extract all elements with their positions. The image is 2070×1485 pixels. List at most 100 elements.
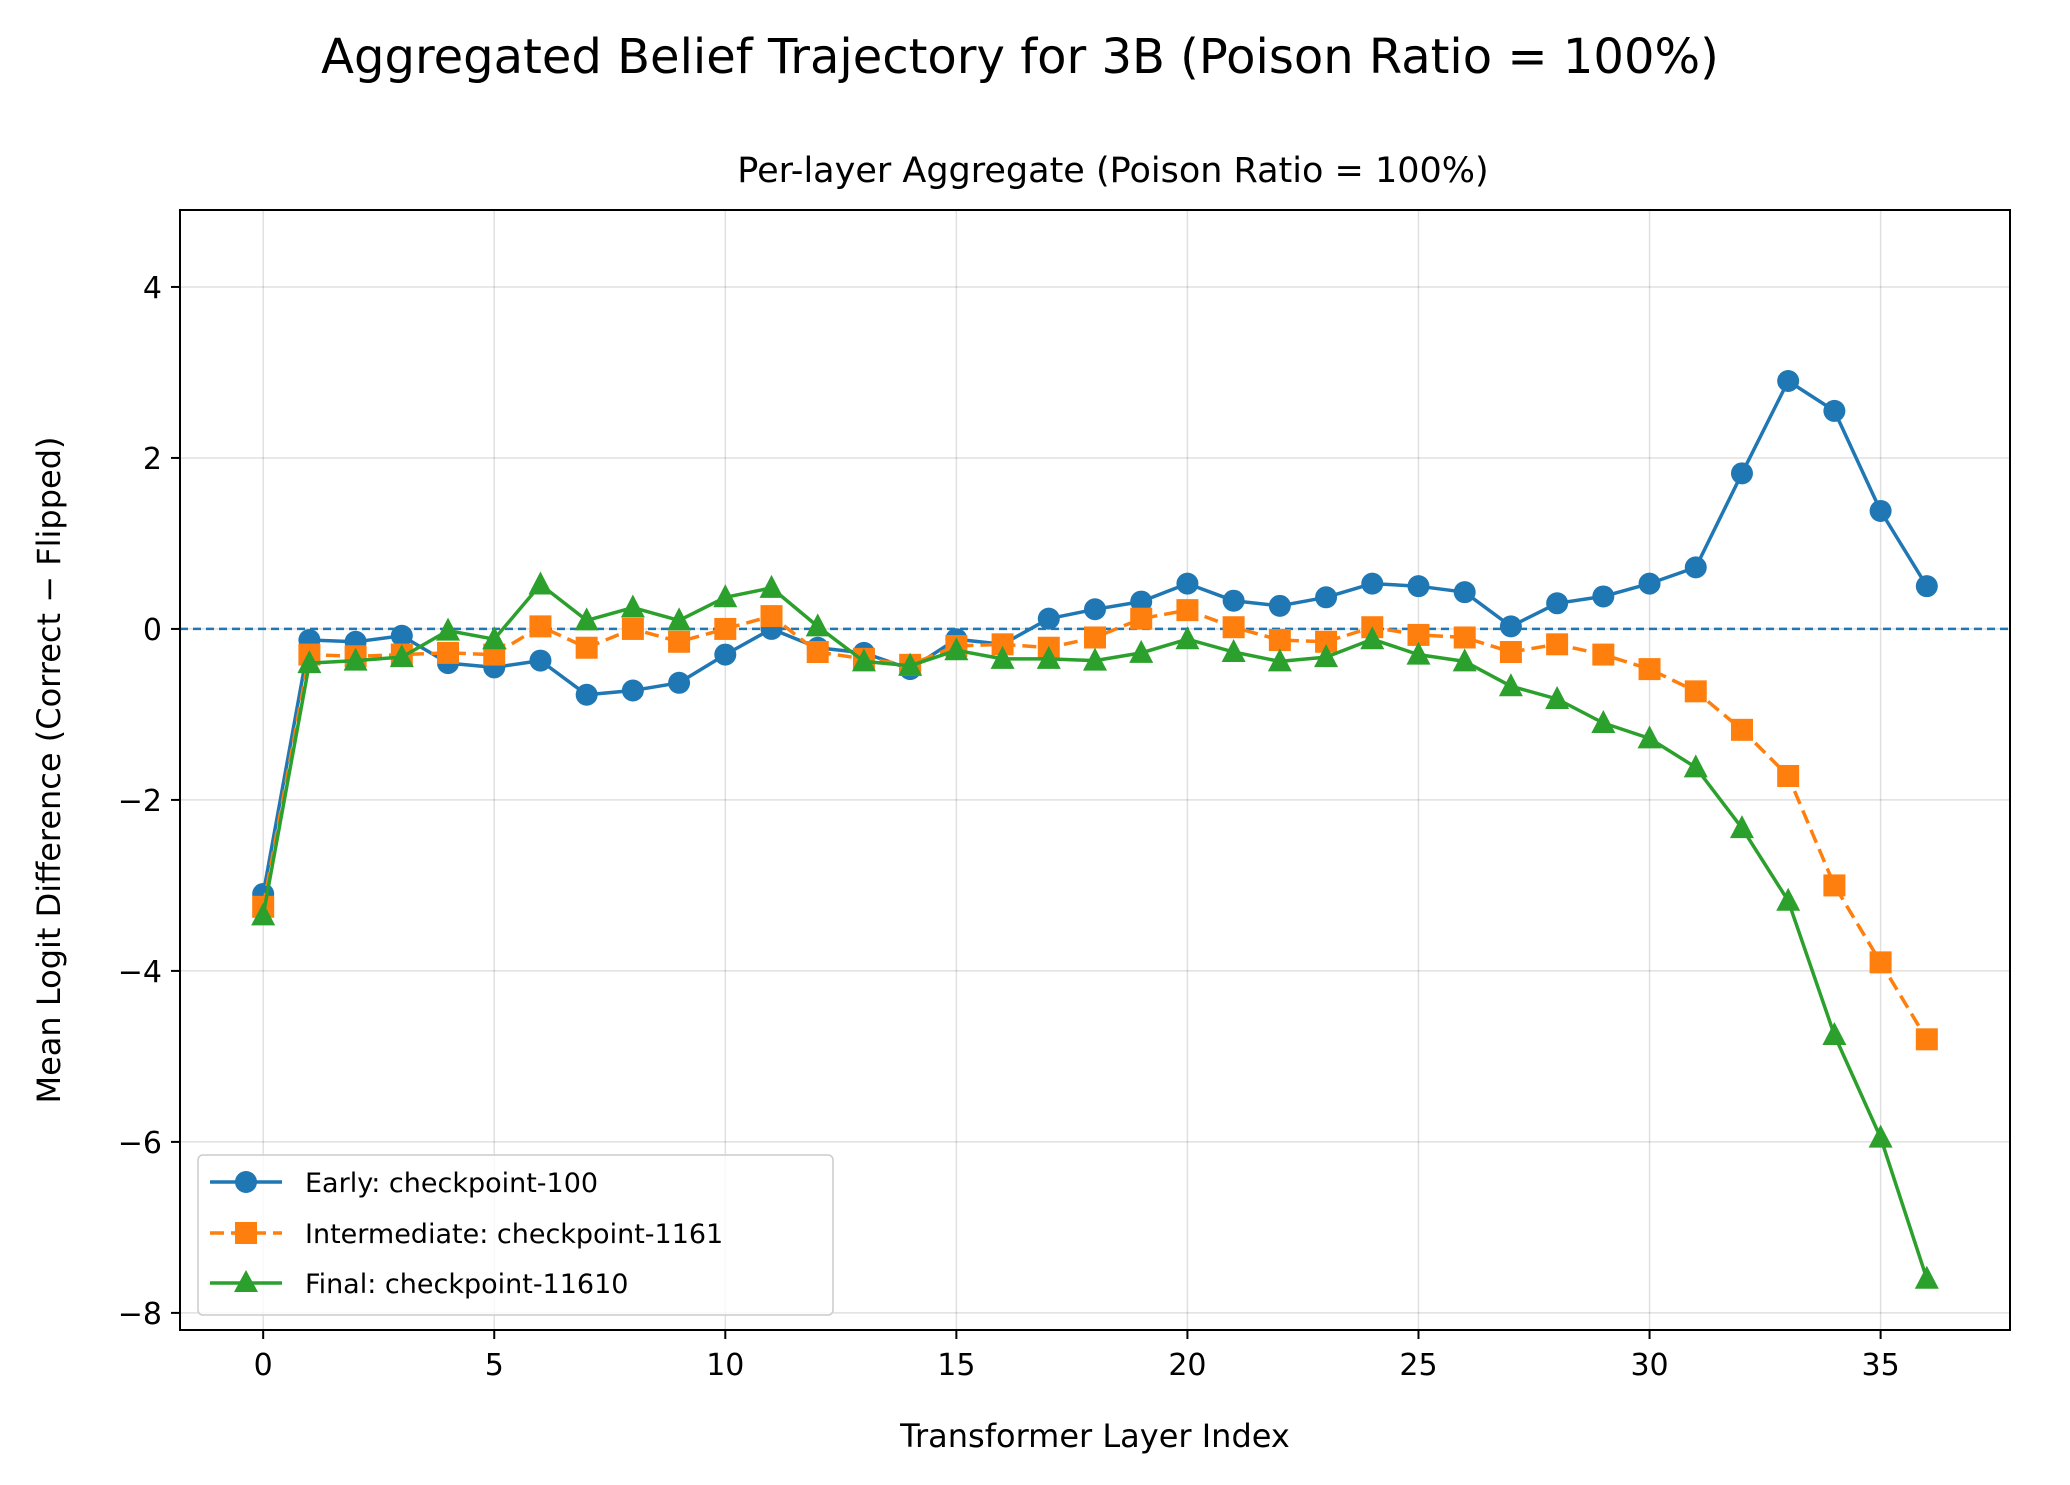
- x-axis-label: Transformer Layer Index: [899, 1417, 1290, 1455]
- data-point: [1084, 626, 1106, 649]
- data-point: [1776, 887, 1801, 911]
- data-point: [436, 617, 461, 641]
- data-point: [575, 636, 598, 659]
- x-tick-label: 10: [706, 1348, 744, 1383]
- data-point: [1592, 585, 1615, 608]
- data-point: [1222, 589, 1245, 612]
- y-tick-label: −2: [118, 784, 162, 819]
- legend-marker-final: [234, 1270, 258, 1292]
- data-point: [482, 626, 507, 650]
- data-point: [991, 633, 1014, 656]
- data-point: [1823, 399, 1846, 422]
- y-axis-ticks: 4 2 0 −2 −4 −6 −8: [118, 271, 180, 1332]
- data-point: [1221, 639, 1246, 663]
- data-point: [1498, 673, 1523, 697]
- data-point: [944, 637, 969, 661]
- x-tick-label: 35: [1862, 1348, 1900, 1383]
- legend-label-final: Final: checkpoint-11610: [305, 1269, 628, 1300]
- data-point: [1545, 686, 1570, 710]
- data-point: [1684, 556, 1707, 579]
- data-point: [1638, 658, 1661, 681]
- series-final: [251, 571, 1939, 1289]
- data-point: [1683, 754, 1708, 778]
- legend-label-early: Early: checkpoint-100: [305, 1168, 598, 1199]
- y-tick-label: −8: [118, 1297, 162, 1332]
- data-point: [1129, 639, 1154, 663]
- data-point: [1315, 630, 1338, 653]
- data-point: [1638, 572, 1661, 595]
- data-point: [1914, 1265, 1939, 1289]
- x-tick-label: 25: [1399, 1348, 1437, 1383]
- data-point: [1823, 874, 1846, 897]
- data-point: [1176, 572, 1199, 595]
- data-point: [1315, 586, 1338, 609]
- data-point: [851, 648, 876, 672]
- data-point: [1915, 1028, 1938, 1051]
- data-point: [1222, 616, 1245, 639]
- legend-marker-intermediate: [235, 1222, 257, 1244]
- x-tick-label: 30: [1630, 1348, 1668, 1383]
- data-point: [1036, 645, 1061, 669]
- x-tick-label: 15: [937, 1348, 975, 1383]
- data-point: [668, 630, 691, 653]
- data-point: [1452, 648, 1477, 672]
- data-point: [1591, 709, 1616, 733]
- data-point: [1268, 629, 1291, 652]
- data-point: [714, 617, 737, 640]
- data-point: [1869, 951, 1892, 974]
- data-point: [1361, 572, 1384, 595]
- data-point: [1915, 575, 1938, 598]
- data-point: [759, 574, 784, 598]
- x-tick-label: 0: [254, 1348, 273, 1383]
- data-point: [1453, 626, 1476, 649]
- chart-title: Aggregated Belief Trajectory for 3B (Poi…: [321, 29, 1719, 85]
- data-point: [1499, 615, 1522, 638]
- x-axis-ticks: 0 5 10 15 20 25 30 35: [254, 1330, 1900, 1383]
- data-point: [714, 643, 737, 666]
- data-point: [620, 594, 645, 618]
- data-point: [1084, 598, 1106, 621]
- y-tick-label: −4: [118, 955, 162, 990]
- data-point: [1083, 647, 1107, 671]
- y-axis-label: Mean Logit Difference (Correct − Flipped…: [30, 437, 68, 1104]
- data-point: [1777, 764, 1800, 787]
- data-point: [529, 649, 552, 672]
- data-point: [1592, 643, 1615, 666]
- data-point: [1360, 626, 1385, 650]
- data-point: [805, 613, 830, 637]
- legend: Early: checkpoint-100 Intermediate: chec…: [197, 1154, 834, 1316]
- data-point: [1730, 718, 1753, 741]
- data-point: [667, 607, 692, 631]
- data-point: [575, 683, 598, 706]
- data-point: [1546, 592, 1569, 615]
- y-tick-label: 4: [143, 271, 162, 306]
- data-point: [1314, 644, 1339, 668]
- data-point: [1637, 725, 1662, 749]
- data-point: [1730, 462, 1753, 485]
- data-point: [251, 902, 276, 926]
- data-point: [1037, 607, 1060, 630]
- series-intermediate: [252, 599, 1938, 1051]
- data-point: [437, 641, 460, 664]
- data-point: [343, 647, 368, 671]
- data-point: [1869, 499, 1892, 522]
- data-point: [1546, 633, 1569, 656]
- data-point: [1130, 607, 1153, 630]
- data-point: [1822, 1022, 1847, 1046]
- data-point: [1175, 626, 1200, 650]
- data-point: [806, 641, 829, 664]
- y-tick-label: 2: [143, 442, 162, 477]
- data-point: [1176, 599, 1199, 622]
- data-point: [1777, 369, 1800, 392]
- data-point: [297, 650, 322, 674]
- data-point: [1268, 594, 1291, 617]
- data-point: [990, 645, 1015, 669]
- data-point: [1407, 575, 1430, 598]
- data-point: [1406, 641, 1431, 665]
- data-point: [529, 615, 552, 638]
- data-point: [760, 605, 783, 628]
- data-point: [1499, 641, 1522, 664]
- data-point: [668, 671, 691, 694]
- legend-box: [197, 1154, 834, 1316]
